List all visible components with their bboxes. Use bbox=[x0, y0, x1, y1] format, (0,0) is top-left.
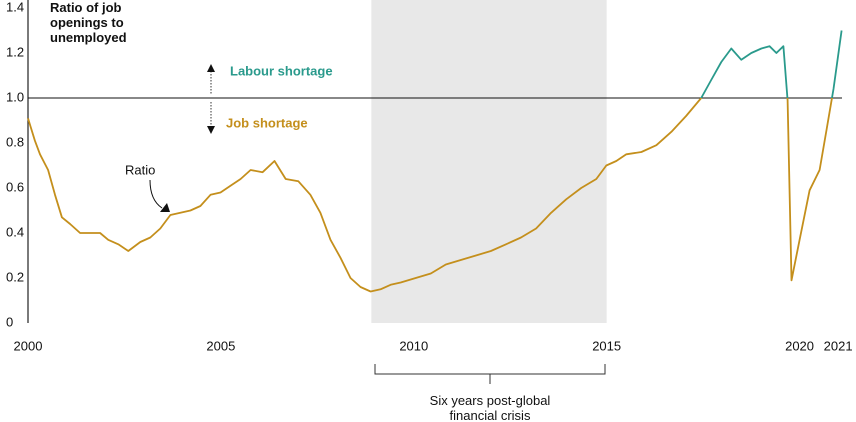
y-tick-label: 0.2 bbox=[6, 269, 24, 284]
annotation-series: Ratio bbox=[125, 162, 155, 177]
annotation-below: Job shortage bbox=[226, 115, 308, 130]
x-tick-label: 2020 bbox=[785, 338, 814, 353]
x-tick-label: 2000 bbox=[14, 338, 43, 353]
y-tick-label: 0.6 bbox=[6, 179, 24, 194]
y-tick-label: 0.8 bbox=[6, 134, 24, 149]
series-line-below bbox=[27, 98, 833, 293]
pointer-head bbox=[160, 203, 170, 212]
y-tick-label: 1.0 bbox=[6, 89, 24, 104]
y-tick-label: 1.2 bbox=[6, 44, 24, 59]
x-tick-label: 2005 bbox=[206, 338, 235, 353]
annotation-above: Labour shortage bbox=[230, 63, 333, 78]
shaded-span bbox=[371, 0, 607, 323]
arrow-head bbox=[207, 64, 215, 72]
span-label: Six years post-global financial crisis bbox=[429, 393, 551, 422]
y-tick-label: 0 bbox=[6, 314, 13, 329]
x-tick-label: 2010 bbox=[399, 338, 428, 353]
arrow-head bbox=[207, 126, 215, 134]
x-tick-label: 2015 bbox=[592, 338, 621, 353]
y-axis-label: Ratio of job openings to unemployed bbox=[50, 0, 127, 45]
pointer bbox=[149, 179, 163, 209]
y-tick-label: 0.4 bbox=[6, 224, 24, 239]
series-line-above bbox=[700, 30, 843, 98]
y-tick-label: 1.4 bbox=[6, 0, 24, 14]
x-tick-label: 2021 bbox=[824, 338, 853, 353]
span-bracket bbox=[374, 364, 606, 384]
